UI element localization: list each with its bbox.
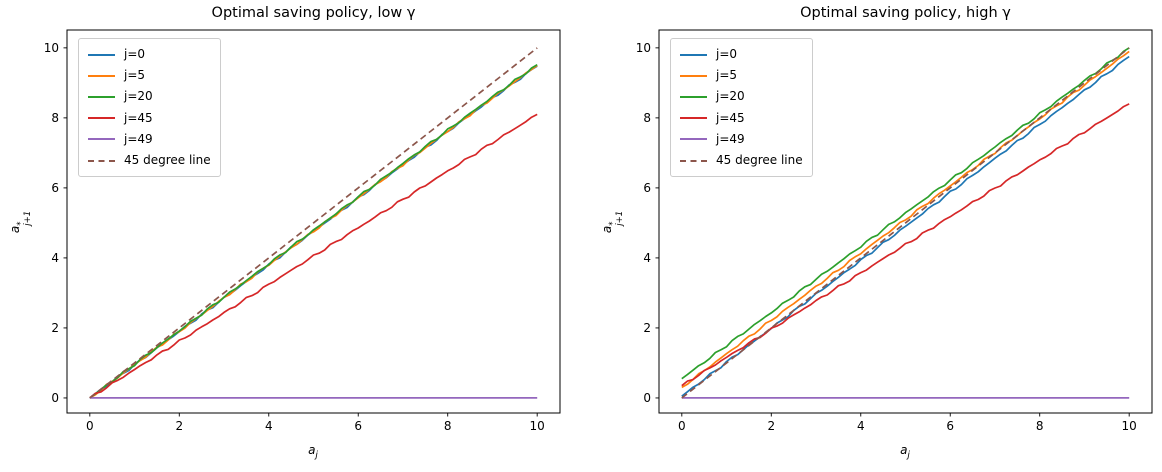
legend-line-sample [680,74,707,77]
right-plot-title: Optimal saving policy, high γ [800,5,1011,21]
legend-label: j=49 [124,131,153,146]
left-y-axis-label: a * j+1 [7,210,33,234]
legend-line-sample [88,53,115,56]
legend-label: j=45 [716,110,745,125]
y-tick-label: 0 [51,391,59,405]
right-x-axis-label: aj [900,443,910,461]
legend-item: j=49 [88,129,211,150]
legend-line-sample [680,117,707,120]
legend-item: j=20 [680,86,803,107]
legend-item: j=0 [680,44,803,65]
legend-label: 45 degree line [124,153,211,168]
legend-label: 45 degree line [716,153,803,168]
legend-item: j=5 [680,65,803,86]
left-plot-title: Optimal saving policy, low γ [211,5,416,21]
x-tick-label: 4 [265,419,273,433]
legend-line-sample [88,74,115,77]
legend-label: j=20 [716,89,745,104]
legend-line-sample [680,138,707,141]
legend-line-sample [88,96,115,98]
legend-line-sample [88,117,115,120]
legend-label: j=0 [716,47,738,61]
subplot-1: 0 2 4 6 8 10 0 2 4 6 8 10 [636,29,1153,433]
left-plot-legend: j=0 j=5 j=20 j=45 j=49 45 degree line [78,38,221,178]
y-tick-label: 0 [643,391,651,405]
axes-spines [66,29,561,414]
legend-label: j=49 [716,131,745,146]
right-plot-legend: j=0 j=5 j=20 j=45 j=49 45 degree line [670,38,813,178]
legend-item: j=5 [88,65,211,86]
x-tick-label: 6 [946,419,954,433]
series-line-j-20 [89,63,538,399]
y-tick-label: 10 [44,41,59,55]
x-tick-label: 10 [530,419,545,433]
y-tick-label: 4 [51,251,59,265]
y-tick-label: 4 [643,251,651,265]
y-tick-label: 8 [51,111,59,125]
y-tick-label: 6 [51,181,59,195]
y-tick-label: 2 [643,321,651,335]
legend-label: j=0 [124,47,146,61]
x-tick-label: 8 [444,419,452,433]
x-tick-label: 4 [857,419,865,433]
y-tick-label: 2 [51,321,59,335]
legend-item: 45 degree line [88,150,211,171]
legend-label: j=5 [124,68,146,83]
legend-line-sample [680,53,707,56]
legend-item: j=20 [88,86,211,107]
series-line-j-45 [89,113,538,399]
legend-label: j=45 [124,110,153,125]
legend-label: j=20 [124,89,153,104]
left-x-axis-label: aj [308,443,318,461]
legend-item: j=45 [88,108,211,129]
x-tick-label: 0 [86,419,94,433]
legend-item: j=45 [680,108,803,129]
legend-line-sample [680,96,707,98]
legend-line-sample [88,138,115,141]
x-tick-label: 8 [1036,419,1044,433]
series-line-j-20 [681,47,1130,380]
legend-item: 45 degree line [680,150,803,171]
right-y-axis-label: a * j+1 [599,210,625,234]
series-line-45-degree-line [681,47,1130,399]
legend-item: j=49 [680,129,803,150]
x-tick-label: 0 [678,419,686,433]
series-line-j-45 [681,103,1130,387]
legend-line-sample [88,159,115,162]
legend-line-sample [680,159,707,162]
series-line-45-degree-line [89,47,538,399]
subplot-0: 0 2 4 6 8 10 0 2 4 6 8 10 [44,29,561,433]
legend-label: j=5 [716,68,738,83]
legend-item: j=0 [88,44,211,65]
axes-spines [658,29,1153,414]
x-tick-label: 10 [1122,419,1137,433]
y-tick-label: 10 [636,41,651,55]
x-tick-label: 6 [354,419,362,433]
y-tick-label: 6 [643,181,651,195]
x-tick-label: 2 [175,419,183,433]
x-tick-label: 2 [767,419,775,433]
y-tick-label: 8 [643,111,651,125]
